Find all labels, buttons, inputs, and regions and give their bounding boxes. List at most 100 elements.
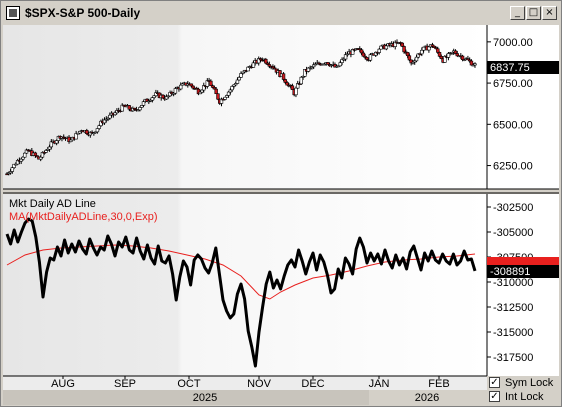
price-axis-ticks: 7000.00 6750.00 6500.00 6250.00 (487, 37, 533, 173)
candle-body (290, 85, 295, 90)
candle-body (97, 125, 101, 129)
candle-body (414, 56, 419, 62)
candle-body (402, 46, 406, 53)
candle-body (23, 152, 27, 158)
candle-body (102, 119, 107, 124)
candle-body (237, 77, 241, 81)
candle-body (416, 53, 420, 58)
close-button[interactable]: × (542, 6, 557, 20)
candle-body (233, 83, 238, 86)
maximize-button[interactable]: □ (526, 6, 541, 20)
candle-body (251, 62, 256, 68)
candle-body (235, 79, 240, 84)
candle-body (35, 155, 39, 158)
candle-body (21, 156, 25, 160)
price-last-value: 6837.75 (490, 62, 530, 74)
price-tick-label: 6750.00 (493, 78, 533, 90)
x-axis-label: DEC (301, 378, 324, 390)
title-bar[interactable]: $SPX-S&P 500-Daily _ □ × (2, 2, 560, 24)
price-panel-bg (3, 25, 487, 189)
x-axis-label: FEB (428, 378, 449, 390)
candle-body (283, 79, 288, 83)
window-title: $SPX-S&P 500-Daily (25, 6, 141, 20)
candle-body (384, 45, 389, 50)
candle-body (439, 56, 444, 60)
chart-window-icon[interactable] (6, 6, 20, 20)
candle-body (38, 156, 43, 160)
candle-body (246, 66, 250, 72)
x-axis-label: OCT (177, 378, 201, 390)
x-axis-labels: AUG SEP OCT NOV DEC JAN FEB (51, 376, 450, 390)
candle-body (179, 84, 183, 90)
ad-axis-bg (487, 194, 559, 376)
candle-body (223, 96, 227, 100)
x-axis-label: NOV (247, 378, 272, 390)
ma-legend-label: MA(MktDailyADLine,30,0,Exp) (9, 211, 158, 223)
candle-body (191, 85, 195, 89)
ad-tick-label: -302500 (493, 202, 533, 214)
ad-panel-title: Mkt Daily AD Line (9, 198, 96, 210)
candle-body (446, 53, 451, 58)
candle-body (54, 140, 59, 144)
candle-body (24, 149, 29, 154)
price-last-tag (487, 61, 559, 74)
candle-body (219, 98, 224, 104)
candle-body (473, 63, 477, 66)
candle-body (228, 89, 233, 93)
candle-body (272, 67, 277, 70)
price-tick-label: 6500.00 (493, 119, 533, 131)
minimize-button[interactable]: _ (510, 6, 525, 20)
candle-body (379, 45, 383, 50)
candle-body (359, 49, 364, 54)
sym-lock-checkbox[interactable]: ✓ (489, 377, 500, 388)
candle-body (361, 52, 366, 57)
x-axis-strip (3, 376, 487, 390)
candle-body (141, 101, 146, 106)
candle-body (47, 146, 52, 150)
ad-tick-label: -305000 (493, 227, 533, 239)
ad-last-tag (487, 265, 559, 278)
int-lock-checkbox[interactable]: ✓ (489, 391, 500, 402)
candle-body (12, 163, 16, 168)
candle-body (44, 150, 48, 153)
candle-body (469, 60, 474, 66)
year-label-2026: 2026 (415, 392, 439, 404)
candle-body (69, 139, 73, 142)
candle-body (377, 48, 381, 53)
candle-body (405, 52, 410, 57)
year-band-2025 (3, 390, 369, 405)
candle-body (460, 55, 465, 60)
candle-body (239, 73, 243, 78)
price-tick-label: 6250.00 (493, 161, 533, 173)
ad-last-value: -308891 (490, 266, 530, 278)
candle-body (345, 53, 350, 56)
price-tick-label: 7000.00 (493, 37, 533, 49)
candle-body (49, 141, 54, 148)
candle-body (108, 114, 112, 119)
price-axis-bg (487, 25, 559, 189)
ad-axis-ticks: -302500-305000-307500-310000-312500-3150… (487, 202, 533, 364)
candle-body (120, 104, 124, 112)
candle-body (200, 89, 204, 93)
candle-body (306, 67, 311, 72)
candle-body (368, 54, 373, 61)
candle-body (267, 64, 272, 67)
x-axis-label: JAN (369, 378, 390, 390)
candle-body (140, 105, 144, 108)
candle-body (455, 53, 459, 57)
candle-body (420, 49, 424, 55)
candle-body (350, 49, 355, 55)
candles (5, 39, 477, 176)
candle-body (281, 73, 286, 80)
candle-body (299, 76, 303, 85)
ad-tick-label: -310000 (493, 277, 533, 289)
candle-body (264, 58, 268, 64)
candle-body (216, 93, 220, 100)
candle-body (343, 54, 348, 60)
ad-panel-bg (3, 194, 487, 376)
candle-body (285, 82, 289, 86)
candle-body (189, 83, 194, 87)
candle-body (427, 46, 431, 51)
